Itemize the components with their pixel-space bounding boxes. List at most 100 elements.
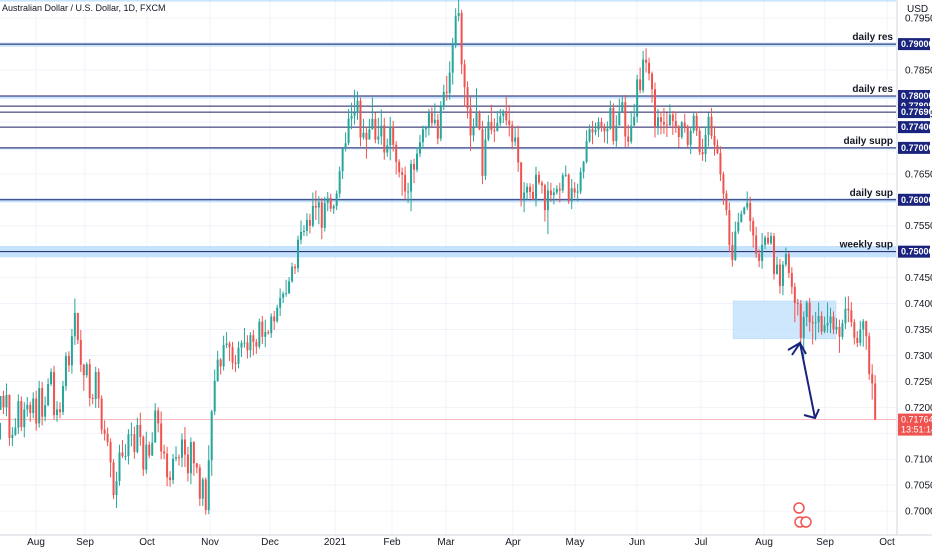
candle-body (442, 91, 445, 107)
candle-body (112, 462, 115, 496)
candle-body (222, 345, 225, 367)
candle-body (618, 111, 621, 126)
candle-body (288, 281, 291, 294)
candle-body (558, 188, 561, 191)
candle-body (320, 202, 323, 228)
candle-body (20, 401, 23, 428)
candle-body (778, 264, 781, 286)
candle-body (91, 397, 94, 400)
candle-body (719, 153, 722, 175)
candle-body (677, 127, 680, 137)
candle-body (817, 316, 820, 323)
candle-body (410, 163, 413, 192)
zone-label: weekly sup (839, 240, 893, 251)
candle-body (228, 343, 231, 348)
candle-body (53, 372, 56, 416)
candle-body (291, 266, 294, 282)
candle-body (648, 62, 651, 74)
top-band (0, 0, 896, 2)
candle-body (383, 125, 386, 153)
candle-body (8, 394, 11, 438)
candle-body (421, 129, 424, 143)
level-price-tag (898, 121, 930, 134)
candle-body (576, 191, 579, 193)
candle-body (683, 122, 686, 127)
candle-body (526, 186, 529, 193)
candle-body (323, 202, 326, 228)
candle-body (570, 188, 573, 202)
x-tick-label: 2021 (324, 537, 347, 548)
candle-body (695, 115, 698, 131)
candle-body (433, 119, 436, 123)
y-tick-label: 0.70500 (905, 481, 932, 492)
zone-price-tag (898, 141, 930, 154)
candle-body (865, 321, 868, 337)
candle-body (591, 129, 594, 133)
candle-body (189, 442, 192, 474)
x-tick-label: Jul (695, 537, 708, 548)
candle-body (276, 307, 279, 322)
candle-body (121, 452, 124, 457)
candle-body (606, 128, 609, 132)
candle-body (311, 206, 314, 226)
annotation-layer (787, 341, 820, 528)
candle-body (811, 322, 814, 324)
candle-body (416, 153, 418, 170)
candle-body (371, 118, 374, 130)
candle-body (499, 116, 502, 123)
candle-body (642, 59, 645, 91)
candle-body (713, 135, 716, 146)
candle-body (636, 79, 639, 117)
candle-body (874, 383, 877, 420)
candle-body (460, 12, 463, 65)
candle-body (100, 398, 103, 430)
candle-body (17, 401, 20, 428)
candle-body (609, 107, 612, 129)
candle-body (5, 394, 8, 408)
y-tick-label: 0.73000 (905, 351, 932, 362)
candle-body (97, 372, 100, 399)
candle-body (186, 454, 189, 474)
candle-body (627, 136, 630, 142)
candle-body (243, 342, 246, 344)
y-tick-label: 0.74500 (905, 273, 932, 284)
y-tick-label: 0.73500 (905, 325, 932, 336)
candle-body (856, 337, 859, 343)
candle-body (654, 89, 656, 128)
x-tick-label: Sep (816, 537, 834, 548)
candle-body (773, 236, 775, 274)
candle-body (573, 188, 576, 193)
candle-body (32, 398, 35, 414)
candle-body (115, 481, 118, 496)
candle-body (612, 107, 615, 142)
candle-body (225, 343, 228, 346)
candle-body (752, 221, 755, 236)
candle-body (555, 188, 558, 193)
candle-body (418, 142, 421, 154)
y-tick-label: 0.79500 (905, 14, 932, 25)
candle-body (166, 453, 169, 478)
candle-body (377, 136, 380, 140)
y-tick-label: 0.78500 (905, 66, 932, 77)
candle-body (246, 342, 249, 351)
candle-body (401, 172, 404, 175)
x-tick-label: Oct (139, 537, 155, 548)
zone-price-tag-text: 0.75000 (901, 247, 932, 257)
candle-body (76, 312, 79, 340)
candle-body (645, 59, 648, 63)
candle-body (755, 235, 758, 254)
x-tick-label: Aug (27, 537, 45, 548)
candle-body (169, 477, 172, 480)
candle-body (820, 316, 823, 332)
candle-body (341, 148, 344, 172)
candle-body (775, 264, 778, 274)
candle-body (237, 347, 240, 364)
candle-body (671, 114, 674, 121)
candle-body (680, 122, 683, 137)
candle-body (505, 111, 508, 121)
candle-body (451, 44, 454, 73)
candle-body (802, 317, 805, 338)
